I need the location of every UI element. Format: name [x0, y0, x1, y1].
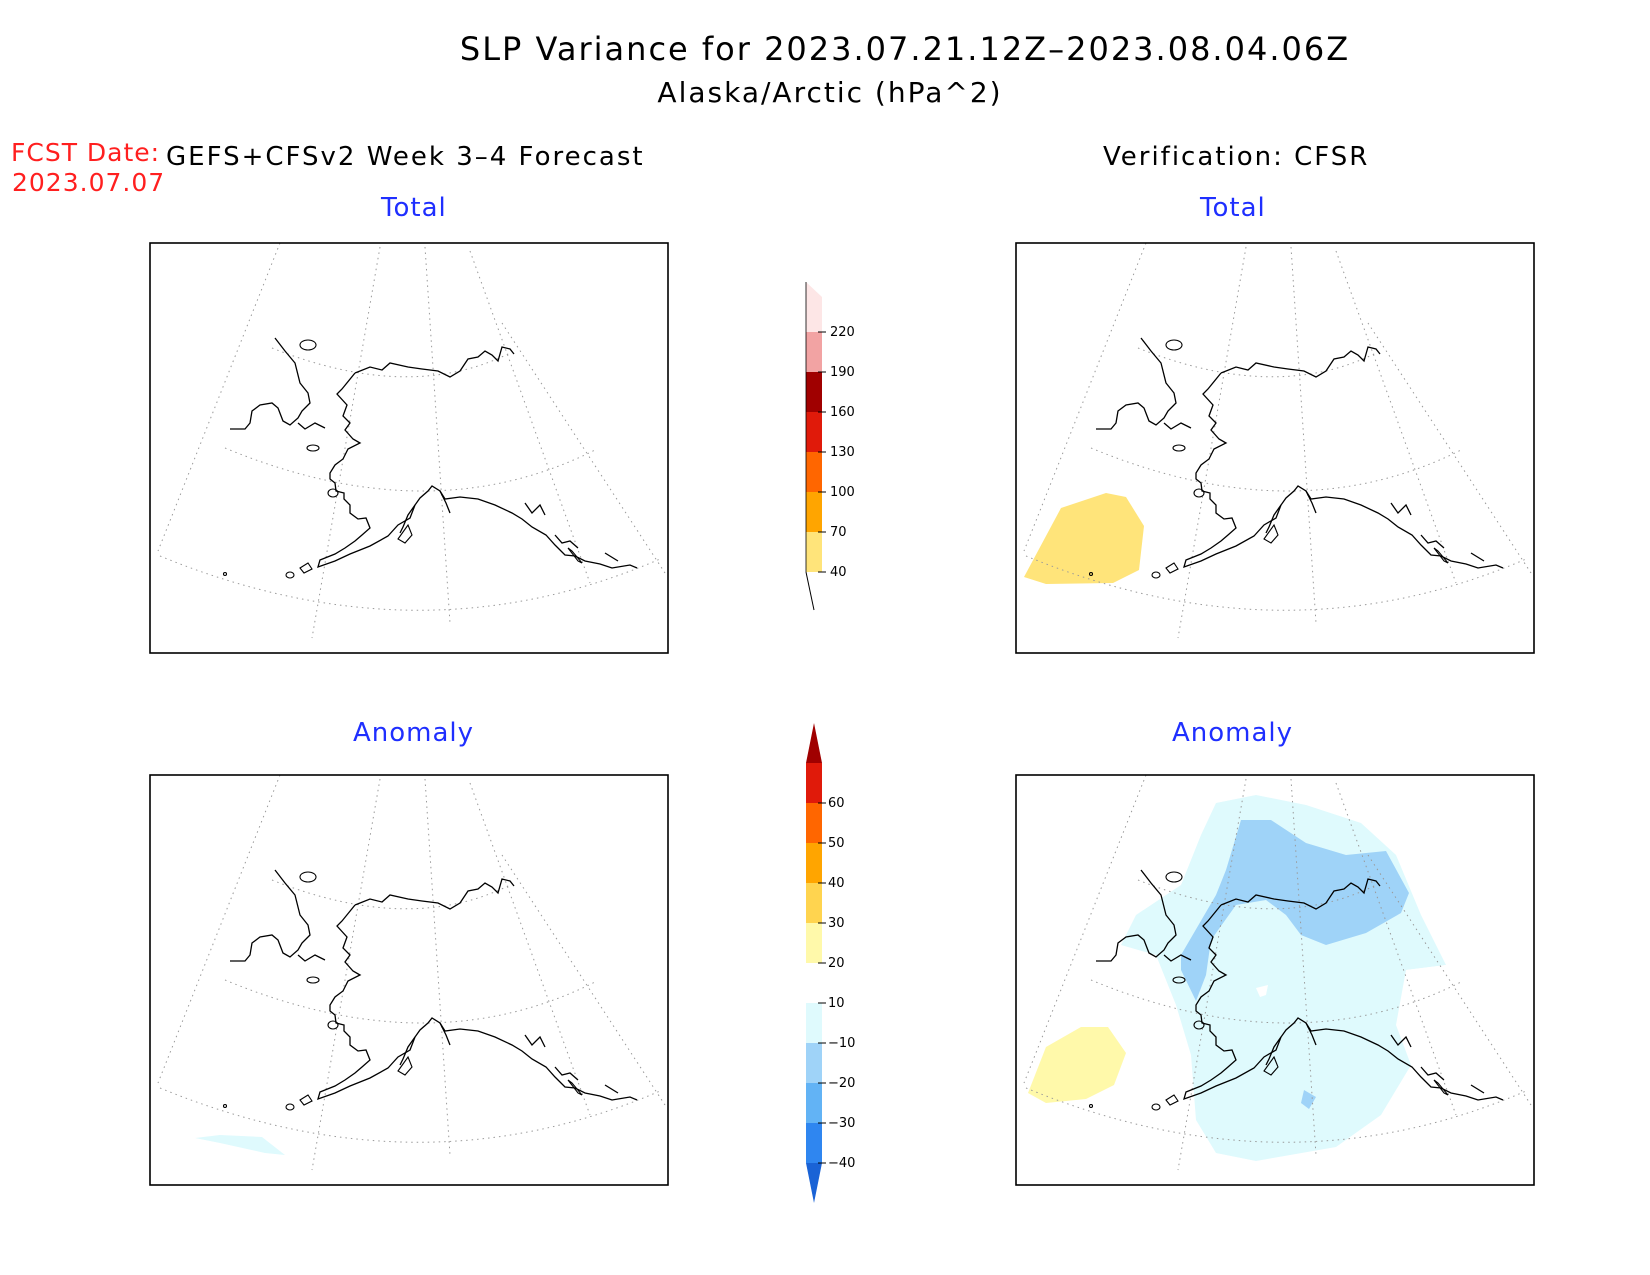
- panel-label-verification-total: Total: [1200, 193, 1266, 223]
- colorbar-anomaly-swatch: [806, 723, 822, 763]
- colorbar-anomaly-swatch: [806, 763, 822, 803]
- colorbar-anomaly-tick-label: 40: [828, 876, 845, 891]
- colorbar-anomaly-tick-label: −30: [828, 1116, 855, 1131]
- colorbar-total-swatch: [806, 412, 822, 452]
- colorbar-total-tick-label: 190: [830, 365, 855, 380]
- anomaly-area-minus20-minus30-small: [1301, 1090, 1316, 1109]
- anomaly-area-10-20: [1028, 1027, 1126, 1103]
- anomaly-area-minus10-minus20: [195, 1135, 285, 1155]
- anomaly-area-minus20-minus30: [1181, 820, 1409, 1001]
- colorbar-total-variance: 40 70 100 130 160 190 220: [805, 282, 855, 611]
- map-panel-verification-total: [1015, 242, 1535, 654]
- colorbar-total-tick-label: 40: [830, 565, 847, 580]
- colorbar-anomaly-tick-label: −20: [828, 1076, 855, 1091]
- chart-subtitle: Alaska/Arctic (hPa^2): [657, 76, 1003, 109]
- total-variance-area-40-70: [1024, 493, 1144, 584]
- verification-header: Verification: CFSR: [1103, 142, 1370, 172]
- colorbar-total-tick-label: 220: [830, 325, 855, 340]
- colorbar-total-swatch: [806, 492, 822, 532]
- colorbar-anomaly-swatch: [806, 1003, 822, 1043]
- colorbar-total-swatch: [806, 332, 822, 372]
- colorbar-anomaly-tick-label: −10: [828, 1036, 855, 1051]
- colorbar-total-swatch: [806, 372, 822, 412]
- colorbar-anomaly-swatch: [806, 963, 822, 1003]
- colorbar-anomaly-tick-label: −40: [828, 1156, 855, 1171]
- panel-label-forecast-total: Total: [381, 193, 447, 223]
- forecast-header: GEFS+CFSv2 Week 3–4 Forecast: [166, 142, 645, 172]
- colorbar-anomaly-tick-label: 50: [828, 836, 845, 851]
- colorbar-anomaly-swatch: [806, 1163, 822, 1203]
- colorbar-anomaly-swatch: [806, 1083, 822, 1123]
- colorbar-anomaly-swatch: [806, 883, 822, 923]
- colorbar-total-swatch: [806, 452, 822, 492]
- map-panel-forecast-anomaly: [149, 774, 669, 1186]
- colorbar-total-swatch: [806, 532, 822, 572]
- colorbar-total-tick-label: 70: [830, 525, 847, 540]
- colorbar-anomaly: −40 −30 −20 −10 10 20 30 40 50 60: [806, 723, 855, 1203]
- chart-title: SLP Variance for 2023.07.21.12Z–2023.08.…: [459, 30, 1351, 68]
- colorbar-anomaly-tick-label: 60: [828, 796, 845, 811]
- colorbar-anomaly-swatch: [806, 923, 822, 963]
- colorbar-anomaly-tick-label: 10: [828, 996, 845, 1011]
- panel-label-verification-anomaly: Anomaly: [1172, 718, 1294, 748]
- colorbar-total-tick-label: 160: [830, 405, 855, 420]
- forecast-date-label: FCST Date:: [11, 138, 161, 167]
- anomaly-area-near-zero: [1404, 965, 1486, 1035]
- map-panel-forecast-total: [149, 242, 669, 654]
- colorbar-anomaly-tick-label: 30: [828, 916, 845, 931]
- colorbar-anomaly-swatch: [806, 843, 822, 883]
- colorbar-anomaly-swatch: [806, 1043, 822, 1083]
- anomaly-area-near-zero-small: [1256, 985, 1268, 997]
- colorbar-total-tail: [805, 571, 815, 611]
- colorbar-total-tick-label: 130: [830, 445, 855, 460]
- colorbar-total-swatch: [806, 282, 822, 332]
- map-panel-verification-anomaly: [1015, 774, 1535, 1186]
- colorbar-anomaly-swatch: [806, 803, 822, 843]
- colorbar-anomaly-swatch: [806, 1123, 822, 1163]
- colorbar-anomaly-tick-label: 20: [828, 956, 845, 971]
- forecast-date-value: 2023.07.07: [12, 168, 166, 197]
- panel-label-forecast-anomaly: Anomaly: [353, 718, 475, 748]
- colorbar-total-tick-label: 100: [830, 485, 855, 500]
